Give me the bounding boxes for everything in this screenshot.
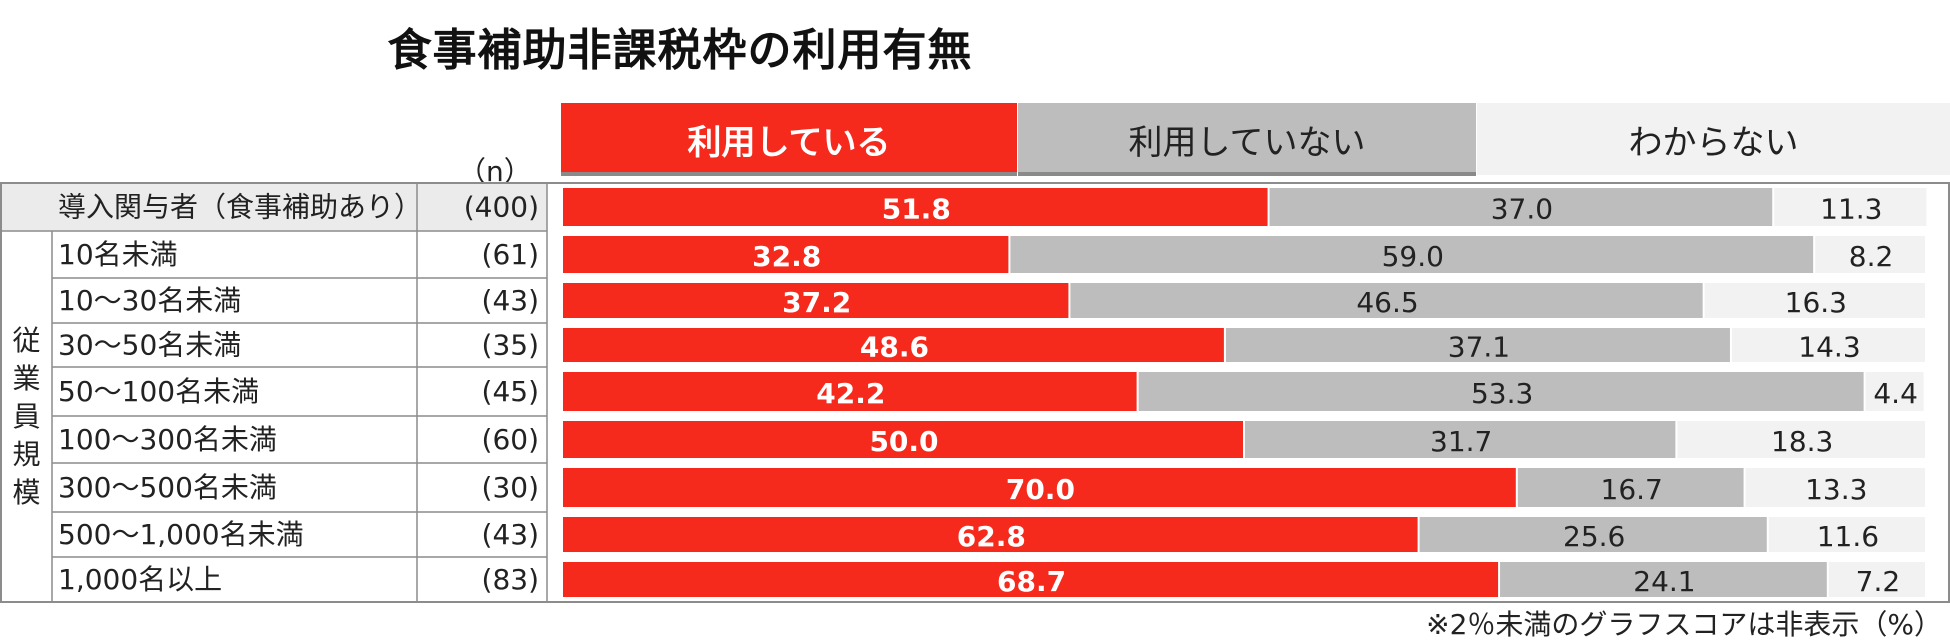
data-label: 37.0 — [1491, 193, 1553, 226]
bar-segment — [563, 372, 1137, 411]
row-label: 10～30名未満 — [58, 284, 241, 317]
row-label: 500～1,000名未満 — [58, 518, 304, 551]
row-n: (61) — [482, 238, 539, 271]
group-label-char: 模 — [12, 476, 40, 509]
bar-segment — [563, 283, 1069, 318]
data-label: 42.2 — [816, 377, 885, 410]
row-n: (45) — [482, 375, 539, 408]
data-label: 4.4 — [1873, 377, 1918, 410]
data-label: 31.7 — [1430, 425, 1492, 458]
legend-underline — [561, 172, 1017, 176]
data-label: 70.0 — [1006, 473, 1075, 506]
group-label-char: 規 — [12, 438, 40, 471]
bar-segment — [1815, 236, 1925, 273]
data-label: 11.6 — [1817, 520, 1879, 553]
row-label: 導入関与者（食事補助あり） — [58, 191, 422, 224]
row-n: (43) — [482, 518, 539, 551]
bar-segment — [563, 562, 1499, 597]
data-label: 37.2 — [782, 286, 851, 319]
data-label: 48.6 — [860, 331, 929, 364]
bar-segment — [563, 468, 1516, 507]
bar-segment — [1517, 468, 1744, 507]
row-n: (60) — [482, 423, 539, 456]
bar-segment — [1828, 562, 1925, 597]
group-label-char: 従 — [12, 324, 40, 357]
row-n: (35) — [482, 329, 539, 362]
row-label: 50～100名未満 — [58, 375, 259, 408]
data-label: 62.8 — [957, 520, 1026, 553]
bar-segment — [563, 236, 1009, 273]
data-label: 25.6 — [1563, 520, 1625, 553]
bar-segment — [1865, 372, 1924, 411]
data-label: 50.0 — [869, 425, 938, 458]
data-label: 7.2 — [1856, 565, 1901, 598]
bar-segment — [563, 188, 1268, 226]
row-label: 30～50名未満 — [58, 329, 241, 362]
row-n: (83) — [482, 563, 539, 596]
data-label: 46.5 — [1356, 286, 1418, 319]
bar-segment — [1419, 517, 1767, 552]
header-row-background — [1, 183, 547, 231]
data-label: 24.1 — [1633, 565, 1695, 598]
data-label: 13.3 — [1805, 473, 1867, 506]
data-label: 51.8 — [882, 193, 951, 226]
group-label-char: 員 — [12, 400, 40, 433]
row-label: 1,000名以上 — [58, 563, 222, 596]
bar-segment — [1138, 372, 1864, 411]
bar-segment — [563, 421, 1243, 458]
row-label: 100～300名未満 — [58, 423, 277, 456]
bar-segment — [1731, 328, 1925, 362]
data-label: 59.0 — [1382, 240, 1444, 273]
group-label-char: 業 — [12, 362, 40, 395]
bar-segment — [1225, 328, 1730, 362]
data-label: 18.3 — [1771, 425, 1833, 458]
legend-item-using: 利用している — [561, 103, 1017, 175]
bar-segment — [1500, 562, 1827, 597]
bar-segment — [1070, 283, 1703, 318]
row-n: (43) — [482, 284, 539, 317]
bar-segment — [1704, 283, 1925, 318]
data-label: 11.3 — [1820, 193, 1882, 226]
bar-segment — [1010, 236, 1814, 273]
bar-segment — [1774, 188, 1927, 226]
legend-underline — [1018, 172, 1476, 176]
bar-segment — [1245, 421, 1676, 458]
data-label: 37.1 — [1448, 331, 1510, 364]
data-label: 16.7 — [1601, 473, 1663, 506]
row-n: (400) — [464, 191, 539, 224]
chart-title: 食事補助非課税枠の利用有無 — [387, 25, 973, 76]
table-border — [0, 182, 1950, 603]
bar-segment — [1269, 188, 1773, 226]
data-label: 68.7 — [997, 565, 1066, 598]
data-label: 8.2 — [1849, 240, 1894, 273]
data-label: 53.3 — [1471, 377, 1533, 410]
legend-item-not-using: 利用していない — [1018, 103, 1476, 175]
row-n: (30) — [482, 471, 539, 504]
bar-segment — [1745, 468, 1925, 507]
data-label: 32.8 — [752, 240, 821, 273]
row-label: 300～500名未満 — [58, 471, 277, 504]
footnote: ※2％未満のグラフスコアは非表示（%） — [1426, 608, 1942, 641]
row-label: 10名未満 — [58, 238, 178, 271]
bar-segment — [1677, 421, 1925, 458]
data-label: 16.3 — [1785, 286, 1847, 319]
bar-segment — [563, 517, 1418, 552]
data-label: 14.3 — [1798, 331, 1860, 364]
bar-segment — [563, 328, 1224, 362]
bar-segment — [1768, 517, 1925, 552]
legend-item-unknown: わからない — [1477, 103, 1950, 175]
